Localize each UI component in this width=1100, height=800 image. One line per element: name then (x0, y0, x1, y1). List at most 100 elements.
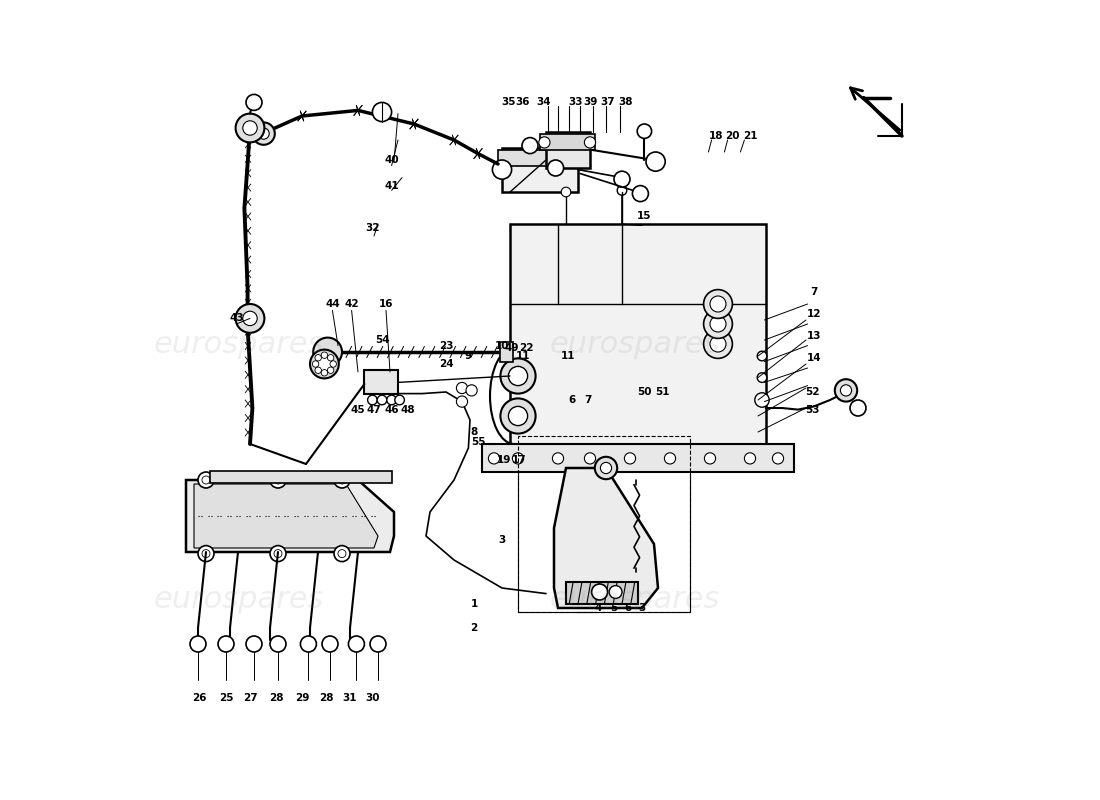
Circle shape (321, 370, 328, 376)
Text: eurospares: eurospares (550, 330, 720, 358)
Circle shape (488, 453, 499, 464)
Text: 43: 43 (229, 314, 244, 323)
Bar (518, 436, 690, 612)
Text: 52: 52 (805, 387, 820, 397)
Text: 51: 51 (654, 387, 669, 397)
Text: 38: 38 (618, 98, 634, 107)
Circle shape (757, 373, 767, 382)
Circle shape (508, 366, 528, 386)
Circle shape (202, 550, 210, 558)
Text: 29: 29 (295, 694, 309, 703)
Bar (498, 150, 582, 166)
Circle shape (493, 160, 512, 179)
Bar (210, 471, 393, 483)
Circle shape (190, 636, 206, 652)
Text: 31: 31 (343, 694, 358, 703)
Text: 17: 17 (513, 455, 527, 465)
Text: 6: 6 (569, 395, 576, 405)
Bar (510, 224, 766, 448)
Text: 37: 37 (601, 98, 615, 107)
Circle shape (370, 636, 386, 652)
Bar (502, 148, 578, 192)
Circle shape (377, 395, 387, 405)
Text: 19: 19 (496, 455, 510, 465)
Circle shape (334, 472, 350, 488)
Text: 42: 42 (344, 299, 359, 309)
Text: eurospares: eurospares (550, 586, 720, 614)
Circle shape (637, 124, 651, 138)
Text: 28: 28 (319, 694, 333, 703)
Text: 5: 5 (610, 603, 617, 613)
Text: 8: 8 (471, 427, 477, 437)
Text: 36: 36 (516, 98, 530, 107)
Circle shape (258, 128, 270, 139)
Text: 18: 18 (710, 131, 724, 141)
Text: 22: 22 (519, 343, 534, 353)
Text: 1: 1 (471, 599, 477, 609)
Bar (566, 582, 638, 604)
Polygon shape (554, 468, 658, 608)
Circle shape (500, 398, 536, 434)
Circle shape (614, 171, 630, 187)
Circle shape (317, 356, 332, 372)
Text: 33: 33 (569, 98, 583, 107)
Circle shape (617, 186, 627, 195)
Circle shape (466, 385, 477, 396)
Circle shape (315, 354, 321, 361)
Circle shape (198, 472, 214, 488)
Text: 20: 20 (725, 131, 739, 141)
Text: 6: 6 (625, 603, 632, 613)
Text: 11: 11 (560, 351, 575, 361)
Text: 50: 50 (637, 387, 651, 397)
Text: 34: 34 (537, 98, 551, 107)
Circle shape (310, 350, 339, 378)
Text: 13: 13 (806, 331, 822, 341)
Circle shape (840, 385, 851, 396)
Bar (518, 436, 690, 612)
Circle shape (548, 160, 563, 176)
Bar (546, 132, 590, 168)
Circle shape (632, 186, 648, 202)
Text: 3: 3 (498, 535, 506, 545)
Circle shape (704, 330, 733, 358)
Circle shape (664, 453, 675, 464)
Circle shape (338, 550, 346, 558)
Circle shape (328, 367, 333, 374)
Text: 2: 2 (471, 623, 477, 633)
Text: 44: 44 (324, 299, 340, 309)
Circle shape (300, 636, 317, 652)
Text: 49: 49 (504, 343, 519, 353)
Circle shape (757, 351, 767, 361)
Text: 24: 24 (439, 359, 453, 369)
Circle shape (367, 395, 377, 405)
Circle shape (218, 636, 234, 652)
Circle shape (513, 453, 524, 464)
Circle shape (349, 636, 364, 652)
Circle shape (508, 406, 528, 426)
Circle shape (710, 316, 726, 332)
Circle shape (246, 94, 262, 110)
Text: 9: 9 (465, 351, 472, 361)
Bar (482, 444, 794, 472)
Circle shape (243, 311, 257, 326)
Text: 26: 26 (192, 694, 207, 703)
Circle shape (704, 290, 733, 318)
Polygon shape (186, 480, 394, 552)
Circle shape (456, 382, 468, 394)
Text: 54: 54 (375, 335, 389, 345)
Text: 46: 46 (384, 405, 399, 414)
Circle shape (373, 102, 392, 122)
Circle shape (625, 453, 636, 464)
Text: 35: 35 (502, 98, 516, 107)
Text: 32: 32 (365, 223, 380, 233)
Circle shape (710, 296, 726, 312)
Polygon shape (194, 484, 378, 548)
Circle shape (500, 358, 536, 394)
Circle shape (338, 476, 346, 484)
Circle shape (235, 114, 264, 142)
Circle shape (322, 636, 338, 652)
Circle shape (710, 336, 726, 352)
Circle shape (584, 453, 595, 464)
Circle shape (395, 395, 405, 405)
Text: eurospares: eurospares (154, 330, 324, 358)
